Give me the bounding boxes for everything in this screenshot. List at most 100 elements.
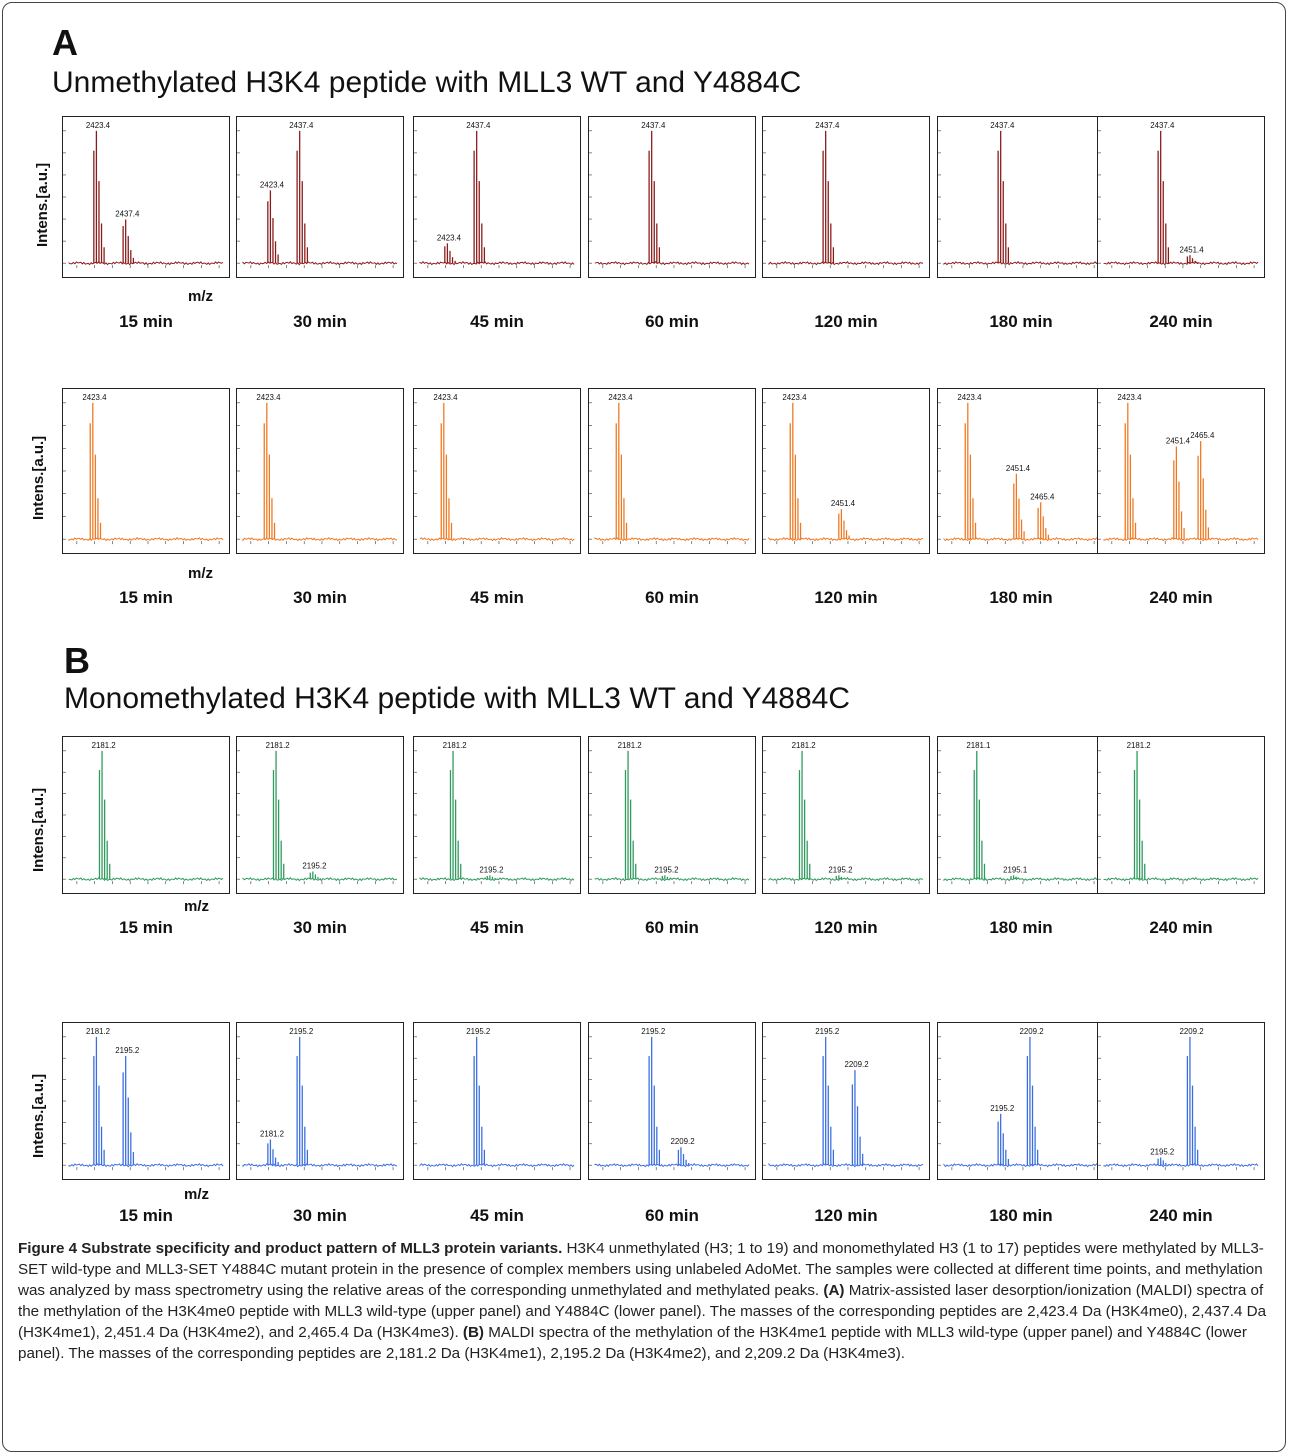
peak-label: 2195.2 xyxy=(302,862,326,871)
time-point-label: 45 min xyxy=(470,1206,524,1225)
spectrum-panel: 2423.4 2437.4 xyxy=(413,116,581,278)
time-point-label: 60 min xyxy=(645,588,699,607)
spectrum-plot: 2423.4 2437.4 xyxy=(63,121,224,269)
caption-part-a: Matrix-assisted laser desorption/ionizat… xyxy=(18,1282,1267,1341)
peak-label: 2195.2 xyxy=(466,1027,490,1036)
time-point-label: 60 min xyxy=(645,1206,699,1225)
row-b1-xlabel: m/z xyxy=(184,898,210,915)
spectrum-panel: 2195.2 2209.2 xyxy=(762,1022,930,1180)
spectrum-panel: 2437.4 xyxy=(937,116,1105,278)
peak-label: 2423.4 xyxy=(260,180,285,189)
spectrum-plot: 2195.2 2209.2 xyxy=(589,1027,750,1171)
spectrum-plot: 2423.4 2437.4 xyxy=(237,121,398,269)
time-point-label: 120 min xyxy=(814,312,878,331)
spectrum-plot: 2423.4 2437.4 xyxy=(414,121,575,269)
peak-label: 2181.2 xyxy=(618,741,642,750)
caption-part-b-label: (B) xyxy=(462,1324,484,1341)
spectrum-baseline xyxy=(242,1162,398,1168)
time-point-label: 45 min xyxy=(470,588,524,607)
spectrum-baseline xyxy=(68,877,224,882)
time-point-label: 120 min xyxy=(814,1206,878,1225)
row-a2-xlabel: m/z xyxy=(188,565,214,582)
peak-label: 2423.4 xyxy=(608,393,633,402)
spectrum-panel: 2423.4 2437.4 xyxy=(62,116,230,278)
peak-label: 2437.4 xyxy=(289,121,314,130)
spectrum-baseline xyxy=(1103,261,1259,266)
peak-label: 2465.4 xyxy=(1190,431,1215,440)
spectrum-plot: 2181.2 2195.2 xyxy=(63,1027,224,1171)
spectrum-baseline xyxy=(594,876,750,882)
spectrum-plot: 2195.2 2209.2 xyxy=(763,1027,924,1171)
spectrum-baseline xyxy=(943,260,1099,266)
spectrum-panel: 2181.2 xyxy=(1097,736,1265,894)
spectrum-panel: 2423.4 2451.4 2465.4 xyxy=(1097,388,1265,554)
spectrum-panel: 2181.2 xyxy=(62,736,230,894)
spectrum-plot: 2423.4 xyxy=(589,393,750,545)
time-point-label: 120 min xyxy=(814,588,878,607)
row-a1-ylabel: Intens.[a.u.] xyxy=(34,162,51,247)
time-point-label: 30 min xyxy=(293,1206,347,1225)
peak-label: 2181.2 xyxy=(443,741,467,750)
peak-label: 2195.2 xyxy=(990,1104,1014,1113)
peak-label: 2423.4 xyxy=(82,393,107,402)
spectrum-baseline xyxy=(768,260,924,266)
peak-label: 2195.2 xyxy=(289,1027,313,1036)
peak-label: 2195.2 xyxy=(828,865,852,874)
spectrum-baseline xyxy=(943,1162,1099,1168)
peak-label: 2423.4 xyxy=(256,393,281,402)
spectrum-plot: 2181.2 2195.2 xyxy=(237,741,398,885)
spectrum-baseline xyxy=(68,536,224,542)
spectrum-plot: 2423.4 xyxy=(63,393,224,545)
spectrum-baseline xyxy=(1103,1162,1259,1168)
spectrum-panel: 2423.4 xyxy=(413,388,581,554)
spectrum-plot: 2181.2 2195.2 xyxy=(237,1027,398,1171)
spectrum-plot: 2195.2 2209.2 xyxy=(938,1027,1099,1171)
time-point-label: 240 min xyxy=(1149,588,1213,607)
section-b-letter: B xyxy=(64,640,90,681)
spectrum-plot: 2195.2 xyxy=(414,1027,575,1171)
spectrum-plot: 2181.2 2195.2 xyxy=(589,741,750,885)
spectrum-plot: 2437.4 xyxy=(763,121,924,269)
spectrum-baseline xyxy=(943,877,1099,882)
spectrum-plot: 2423.4 xyxy=(237,393,398,545)
spectrum-baseline xyxy=(242,877,398,882)
spectrum-panel: 2423.4 2451.4 xyxy=(762,388,930,554)
time-point-label: 30 min xyxy=(293,588,347,607)
peak-label: 2195.2 xyxy=(654,865,678,874)
spectrum-plot: 2181.2 xyxy=(63,741,224,885)
peak-label: 2423.4 xyxy=(957,393,982,402)
peak-label: 2209.2 xyxy=(670,1137,694,1146)
peak-label: 2465.4 xyxy=(1030,492,1055,501)
peak-label: 2437.4 xyxy=(990,121,1015,130)
peak-label: 2423.4 xyxy=(1117,393,1142,402)
spectrum-baseline xyxy=(419,536,575,542)
spectrum-baseline xyxy=(594,536,750,542)
time-point-label: 240 min xyxy=(1149,918,1213,937)
spectrum-panel: 2181.2 2195.2 xyxy=(236,1022,404,1180)
spectrum-baseline xyxy=(594,260,750,266)
spectrum-plot: 2423.4 2451.4 2465.4 xyxy=(938,393,1099,545)
time-point-label: 240 min xyxy=(1149,1206,1213,1225)
time-point-label: 180 min xyxy=(989,588,1053,607)
peak-label: 2423.4 xyxy=(437,233,462,242)
caption-title: Figure 4 Substrate specificity and produ… xyxy=(18,1240,563,1257)
time-point-label: 240 min xyxy=(1149,312,1213,331)
peak-label: 2451.4 xyxy=(1006,464,1031,473)
spectrum-panel: 2423.4 xyxy=(62,388,230,554)
peak-label: 2195.2 xyxy=(479,865,503,874)
spectrum-panel: 2195.2 2209.2 xyxy=(937,1022,1105,1180)
spectrum-baseline xyxy=(1103,877,1259,882)
time-point-label: 15 min xyxy=(119,588,173,607)
peak-label: 2195.1 xyxy=(1003,865,1027,874)
spectrum-panel: 2181.2 2195.2 xyxy=(762,736,930,894)
spectrum-panel: 2181.1 2195.1 xyxy=(937,736,1105,894)
peak-label: 2423.4 xyxy=(782,393,807,402)
peak-label: 2181.2 xyxy=(1127,741,1151,750)
peak-label: 2437.4 xyxy=(466,121,491,130)
spectrum-baseline xyxy=(768,536,924,542)
section-a-title: Unmethylated H3K4 peptide with MLL3 WT a… xyxy=(52,66,802,99)
spectrum-baseline xyxy=(242,536,398,542)
peak-label: 2181.2 xyxy=(260,1130,284,1139)
